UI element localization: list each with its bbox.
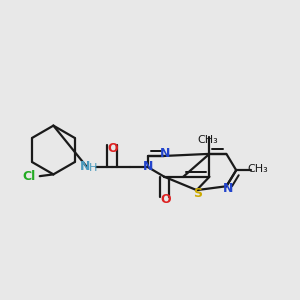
Text: Cl: Cl — [22, 170, 35, 183]
Text: CH₃: CH₃ — [198, 136, 218, 146]
Text: S: S — [194, 187, 202, 200]
Text: N: N — [223, 182, 233, 194]
Text: O: O — [160, 193, 171, 206]
Text: N: N — [142, 160, 153, 173]
Text: H: H — [89, 163, 98, 173]
Text: N: N — [159, 147, 170, 160]
Text: N: N — [80, 160, 90, 173]
Text: CH₃: CH₃ — [247, 164, 268, 174]
Text: O: O — [108, 142, 118, 155]
